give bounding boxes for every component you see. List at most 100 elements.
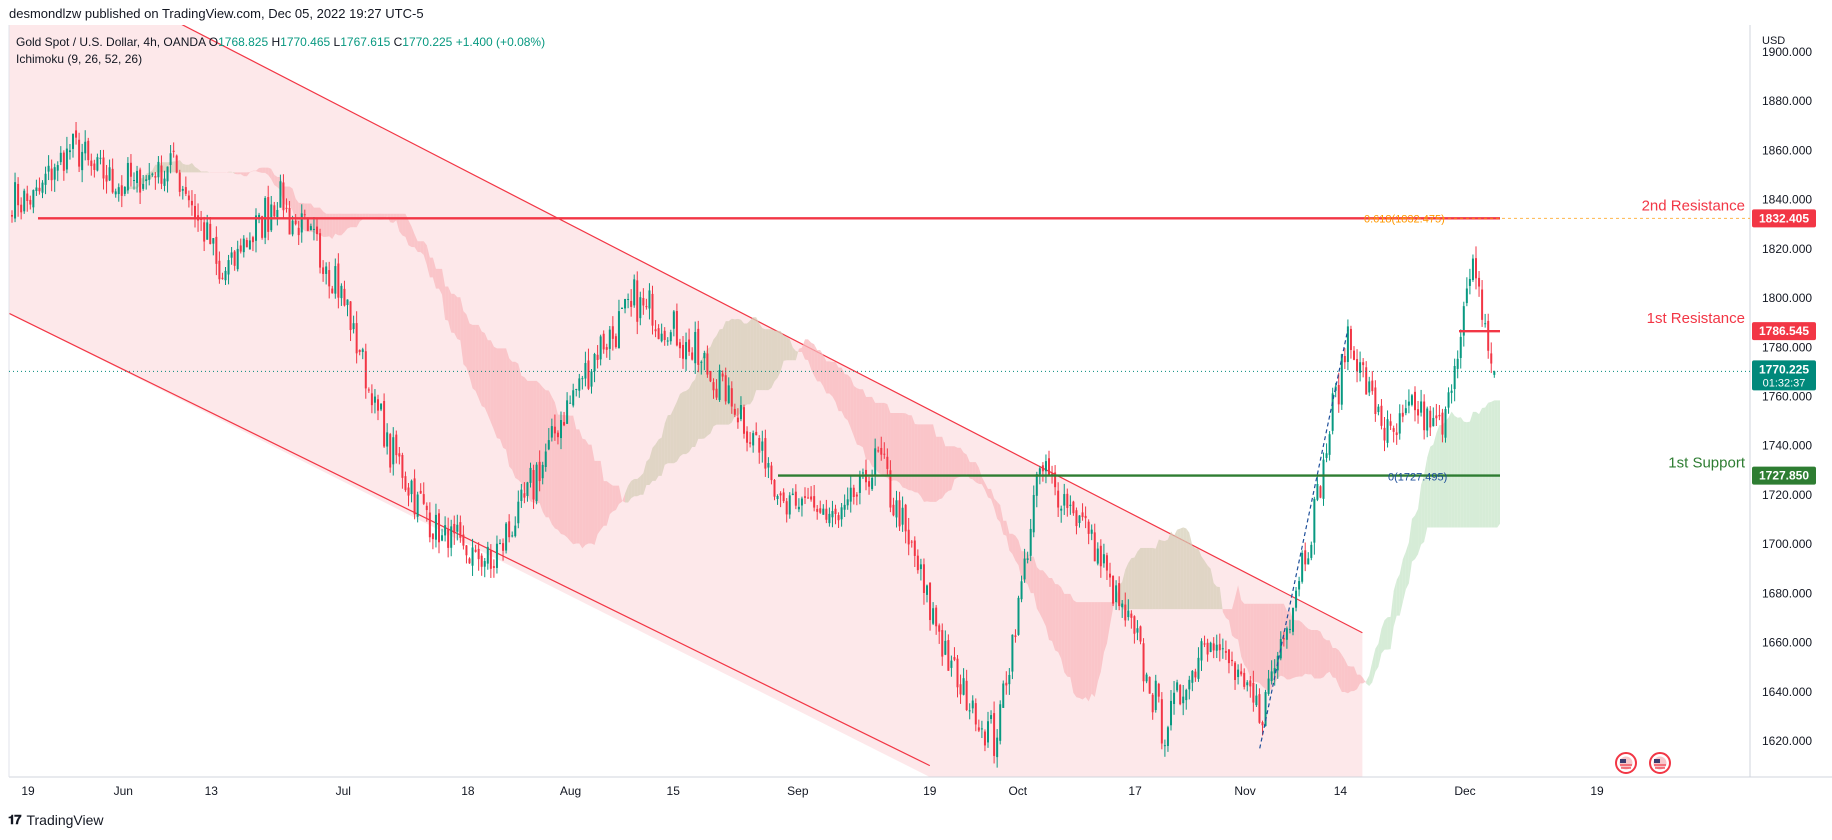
candle-body[interactable]	[529, 467, 532, 483]
candle-body[interactable]	[965, 680, 968, 710]
candle-body[interactable]	[1203, 643, 1206, 645]
candle-body[interactable]	[746, 431, 749, 443]
candle-body[interactable]	[316, 226, 318, 235]
candle-body[interactable]	[285, 207, 288, 209]
candle-body[interactable]	[194, 205, 196, 219]
candle-body[interactable]	[1044, 461, 1047, 472]
candle-body[interactable]	[215, 236, 218, 264]
candle-body[interactable]	[1349, 328, 1352, 351]
candle-body[interactable]	[1008, 674, 1011, 685]
candle-body[interactable]	[1383, 427, 1386, 441]
candle-body[interactable]	[526, 482, 529, 496]
candle-body[interactable]	[932, 608, 935, 624]
candle-body[interactable]	[657, 328, 660, 340]
candle-body[interactable]	[639, 297, 642, 319]
candle-body[interactable]	[502, 543, 505, 551]
candle-body[interactable]	[1459, 336, 1462, 358]
candle-body[interactable]	[23, 190, 26, 212]
candle-body[interactable]	[1148, 676, 1151, 694]
candle-body[interactable]	[1252, 682, 1255, 703]
candle-body[interactable]	[1414, 391, 1416, 411]
candle-body[interactable]	[1231, 659, 1233, 662]
candle-body[interactable]	[743, 407, 745, 434]
candle-body[interactable]	[145, 179, 148, 182]
candle-body[interactable]	[1093, 532, 1096, 562]
candle-body[interactable]	[1264, 692, 1267, 727]
candle-body[interactable]	[1322, 459, 1325, 499]
candle-body[interactable]	[1374, 387, 1377, 414]
candle-body[interactable]	[349, 301, 352, 331]
candle-body[interactable]	[800, 498, 803, 506]
candle-body[interactable]	[303, 214, 306, 216]
candle-body[interactable]	[822, 508, 825, 515]
candle-body[interactable]	[962, 678, 965, 695]
candle-body[interactable]	[816, 508, 819, 512]
candle-body[interactable]	[1182, 696, 1185, 704]
candle-body[interactable]	[1328, 434, 1331, 455]
candle-body[interactable]	[425, 505, 428, 511]
candle-body[interactable]	[1002, 683, 1005, 708]
candle-body[interactable]	[898, 500, 901, 527]
candle-body[interactable]	[877, 450, 880, 452]
candle-body[interactable]	[755, 431, 758, 436]
candle-body[interactable]	[184, 187, 187, 194]
candle-body[interactable]	[453, 523, 456, 534]
candle-body[interactable]	[1160, 699, 1163, 744]
candle-body[interactable]	[727, 385, 730, 404]
candle-body[interactable]	[1295, 590, 1298, 608]
candle-body[interactable]	[971, 700, 974, 709]
candle-body[interactable]	[1368, 381, 1371, 393]
candle-body[interactable]	[938, 625, 941, 632]
candle-body[interactable]	[648, 290, 651, 309]
candle-body[interactable]	[788, 495, 791, 515]
candle-body[interactable]	[169, 153, 172, 165]
candle-body[interactable]	[880, 447, 883, 455]
candle-body[interactable]	[794, 491, 797, 506]
candle-body[interactable]	[239, 245, 242, 252]
candle-body[interactable]	[1447, 392, 1450, 408]
candle-body[interactable]	[1029, 528, 1032, 556]
candle-body[interactable]	[419, 490, 422, 494]
candle-body[interactable]	[72, 133, 74, 149]
candle-body[interactable]	[1420, 401, 1423, 413]
candle-body[interactable]	[1310, 544, 1313, 558]
candle-body[interactable]	[950, 660, 953, 668]
candle-body[interactable]	[1340, 354, 1343, 405]
candle-body[interactable]	[65, 148, 68, 170]
candle-body[interactable]	[407, 487, 410, 496]
candle-body[interactable]	[566, 400, 569, 424]
candle-body[interactable]	[1154, 680, 1157, 711]
candle-body[interactable]	[550, 426, 553, 438]
candle-body[interactable]	[1285, 628, 1288, 640]
candle-body[interactable]	[114, 191, 117, 195]
candle-body[interactable]	[907, 529, 910, 545]
candle-body[interactable]	[1041, 465, 1044, 472]
candle-body[interactable]	[32, 190, 35, 208]
candle-body[interactable]	[883, 453, 886, 455]
candle-body[interactable]	[910, 541, 913, 543]
candle-body[interactable]	[718, 370, 721, 400]
candle-body[interactable]	[75, 130, 78, 138]
candle-body[interactable]	[1240, 671, 1243, 675]
candle-body[interactable]	[1035, 474, 1038, 496]
candle-body[interactable]	[1072, 501, 1075, 514]
candle-body[interactable]	[1179, 685, 1182, 705]
candle-body[interactable]	[651, 293, 654, 326]
candle-body[interactable]	[166, 166, 169, 182]
candle-body[interactable]	[117, 187, 120, 195]
candle-body[interactable]	[733, 408, 736, 415]
candle-body[interactable]	[642, 298, 645, 306]
candle-body[interactable]	[627, 298, 630, 300]
candle-body[interactable]	[1392, 428, 1395, 432]
candle-body[interactable]	[624, 298, 627, 309]
candle-body[interactable]	[20, 204, 23, 213]
candle-body[interactable]	[276, 209, 279, 218]
candle-body[interactable]	[947, 640, 950, 671]
candle-body[interactable]	[1048, 458, 1050, 475]
candle-body[interactable]	[312, 228, 315, 230]
candle-body[interactable]	[1441, 412, 1444, 435]
candle-body[interactable]	[1249, 680, 1252, 687]
candle-body[interactable]	[983, 731, 986, 746]
candle-body[interactable]	[1026, 558, 1029, 560]
candle-body[interactable]	[855, 494, 858, 497]
